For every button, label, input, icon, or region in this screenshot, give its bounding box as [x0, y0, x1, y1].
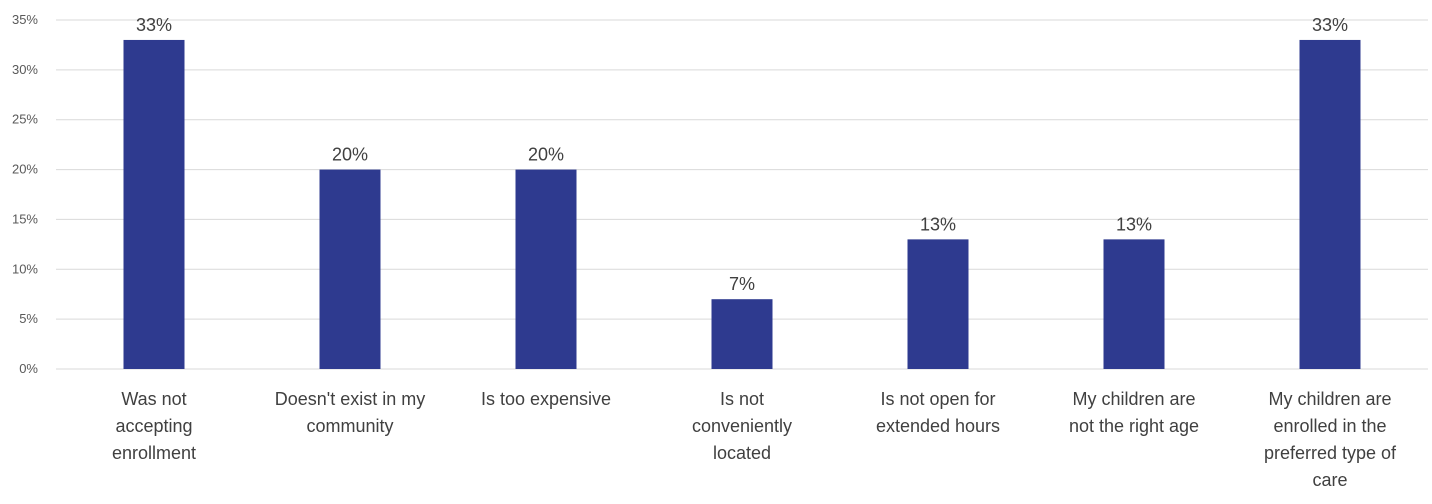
x-axis-labels: Was not accepting enrollment Doesn't exist … — [112, 389, 1397, 490]
bars — [123, 39, 1361, 369]
y-tick-label: 5% — [19, 311, 38, 326]
gridlines — [56, 19, 1428, 370]
x-tick-label: Is not open for extended hours — [876, 389, 1000, 436]
y-tick-label: 20% — [12, 162, 38, 177]
data-label: 13% — [1116, 214, 1152, 234]
bar — [1103, 239, 1165, 369]
x-tick-label-line: not the right age — [1069, 416, 1199, 436]
bar — [907, 239, 969, 369]
bar — [711, 299, 773, 369]
data-label: 20% — [528, 145, 564, 165]
x-tick-label-line: located — [713, 443, 771, 463]
x-tick-label-line: Is too expensive — [481, 389, 611, 409]
y-tick-label: 10% — [12, 261, 38, 276]
x-tick-label-line: Is not open for — [880, 389, 995, 409]
y-tick-label: 35% — [12, 12, 38, 27]
bar — [123, 39, 185, 369]
x-tick-label-line: enrolled in the — [1273, 416, 1386, 436]
x-tick-label-line: community — [306, 416, 393, 436]
y-tick-label: 25% — [12, 112, 38, 127]
x-tick-label: My children are not the right age — [1069, 389, 1199, 436]
bar — [1299, 39, 1361, 369]
x-tick-label-line: Is not — [720, 389, 764, 409]
x-tick-label-line: My children are — [1268, 389, 1391, 409]
data-label: 33% — [136, 15, 172, 35]
x-tick-label-line: extended hours — [876, 416, 1000, 436]
x-tick-label-line: Doesn't exist in my — [275, 389, 426, 409]
x-tick-label-line: My children are — [1072, 389, 1195, 409]
y-tick-label: 15% — [12, 211, 38, 226]
x-tick-label: Doesn't exist in my community — [275, 389, 426, 436]
x-tick-label: Is not conveniently located — [692, 389, 792, 463]
bar — [319, 169, 381, 369]
x-tick-label: My children are enrolled in the preferred … — [1264, 389, 1397, 490]
x-tick-label-line: conveniently — [692, 416, 792, 436]
x-tick-label: Was not accepting enrollment — [112, 389, 196, 463]
data-label: 33% — [1312, 15, 1348, 35]
x-tick-label-line: accepting — [115, 416, 192, 436]
data-label: 7% — [729, 274, 755, 294]
x-tick-label-line: preferred type of — [1264, 443, 1397, 463]
x-tick-label-line: care — [1312, 470, 1347, 490]
y-axis-ticks: 0% 5% 10% 15% 20% 25% 30% 35% — [12, 12, 38, 376]
data-labels: 33% 20% 20% 7% 13% 13% 33% — [136, 15, 1348, 294]
x-tick-label: Is too expensive — [481, 389, 611, 409]
x-tick-label-line: enrollment — [112, 443, 196, 463]
data-label: 13% — [920, 214, 956, 234]
bar — [515, 169, 577, 369]
data-label: 20% — [332, 145, 368, 165]
y-tick-label: 30% — [12, 62, 38, 77]
y-tick-label: 0% — [19, 361, 38, 376]
x-tick-label-line: Was not — [121, 389, 186, 409]
